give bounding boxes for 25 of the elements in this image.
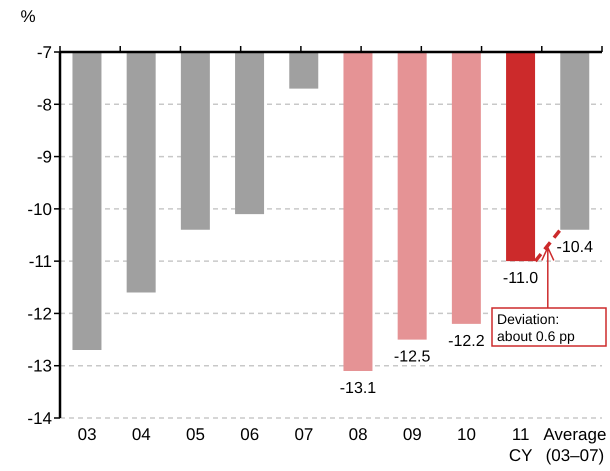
y-tick-label: -9	[36, 148, 52, 167]
annotation: Deviation: about 0.6 pp	[497, 311, 576, 344]
x-tick-label: 10	[457, 425, 476, 444]
y-tick-label: -7	[36, 43, 52, 62]
x-tick-label: Average (03–07)	[543, 425, 606, 465]
y-axis-title: %	[20, 7, 36, 26]
x-tick-label: 05	[186, 425, 205, 444]
x-tick-label: 08	[348, 425, 368, 444]
y-tick-label: -10	[27, 200, 52, 219]
x-tick-label: 04	[132, 425, 151, 444]
x-tick-label: 07	[294, 425, 314, 444]
x-tick-label: 11 CY	[508, 425, 533, 465]
data-label: -12.2	[448, 332, 485, 350]
x-tick-label: 03	[78, 425, 97, 444]
data-label: -13.1	[340, 380, 376, 397]
x-tick-label: 09	[402, 425, 422, 444]
data-label: -10.4	[556, 238, 594, 256]
y-tick-label: -12	[27, 304, 52, 324]
data-label: -11.0	[502, 270, 538, 288]
data-label: -12.5	[394, 348, 430, 366]
y-tick-label: -14	[27, 409, 52, 428]
x-tick-label: 06	[240, 425, 260, 444]
y-tick-label: -11	[28, 252, 52, 272]
y-tick-label: -13	[27, 356, 52, 376]
y-tick-label: -8	[36, 95, 52, 114]
